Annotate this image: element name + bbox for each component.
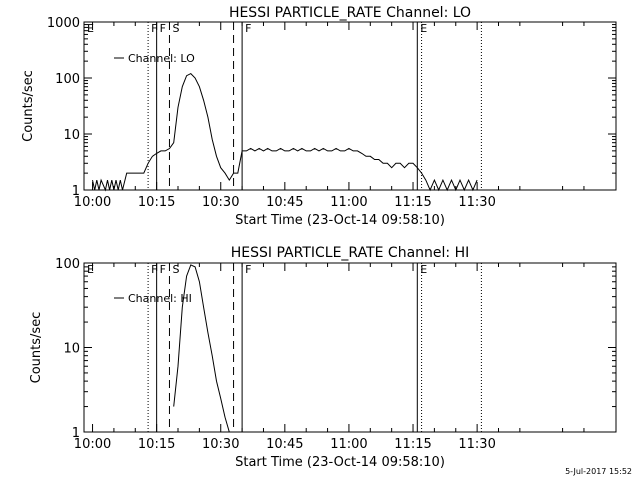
x-tick-label: 11:30: [458, 437, 495, 452]
y-tick-label: 100: [55, 257, 80, 272]
x-axis-label: Start Time (23-Oct-14 09:58:10): [235, 213, 445, 228]
y-axis-label: Counts/sec: [21, 70, 36, 142]
series-line: [173, 264, 230, 433]
y-tick-label: 1: [72, 426, 80, 441]
y-tick-label: 1: [72, 184, 80, 199]
y-tick-label: 10: [63, 342, 80, 357]
plot-frame: [83, 21, 617, 191]
x-tick-label: 11:15: [394, 437, 431, 452]
x-tick-label: 10:30: [202, 437, 239, 452]
timestamp-stamp: 5-Jul-2017 15:52: [565, 467, 632, 476]
time-marker-label: F: [151, 263, 157, 276]
legend-label: Channel: LO: [128, 52, 195, 65]
plot-frame: [83, 262, 617, 433]
time-marker-label: S: [172, 263, 179, 276]
x-tick-label: 10:30: [202, 195, 239, 210]
lo-channel-panel: HESSI PARTICLE_RATE Channel: LO 1 10 100 100…: [21, 5, 617, 228]
x-tick-label: 10:45: [266, 195, 303, 210]
y-tick-label: 100: [55, 72, 80, 87]
x-tick-label: 10:45: [266, 437, 303, 452]
x-tick-label: 10:00: [74, 195, 111, 210]
time-marker-label: S: [172, 22, 179, 35]
time-marker-label: F: [151, 22, 157, 35]
time-marker-label: F: [245, 22, 251, 35]
x-axis-label: Start Time (23-Oct-14 09:58:10): [235, 455, 445, 470]
hi-channel-panel: HESSI PARTICLE_RATE Channel: HI 1 10 100 10:…: [29, 245, 617, 470]
x-tick-label: 11:00: [330, 195, 367, 210]
time-marker-label: F: [245, 263, 251, 276]
x-tick-label: 11:30: [458, 195, 495, 210]
y-tick-label: 10: [63, 128, 80, 143]
chart-title: HESSI PARTICLE_RATE Channel: LO: [229, 5, 471, 21]
time-marker-label: E: [87, 263, 94, 276]
time-marker-label: E: [420, 22, 427, 35]
chart-title: HESSI PARTICLE_RATE Channel: HI: [231, 245, 469, 261]
x-tick-label: 10:15: [138, 437, 175, 452]
time-marker-label: F: [160, 263, 166, 276]
time-marker-label: E: [87, 22, 94, 35]
time-marker-label: E: [420, 263, 427, 276]
x-tick-label: 10:00: [74, 437, 111, 452]
series-line: [92, 72, 478, 192]
y-axis-label: Counts/sec: [29, 312, 44, 384]
legend-label: Channel: HI: [128, 292, 192, 305]
x-tick-label: 11:00: [330, 437, 367, 452]
time-marker-label: F: [160, 22, 166, 35]
y-tick-label: 1000: [47, 16, 80, 31]
x-tick-label: 10:15: [138, 195, 175, 210]
x-tick-label: 11:15: [394, 195, 431, 210]
